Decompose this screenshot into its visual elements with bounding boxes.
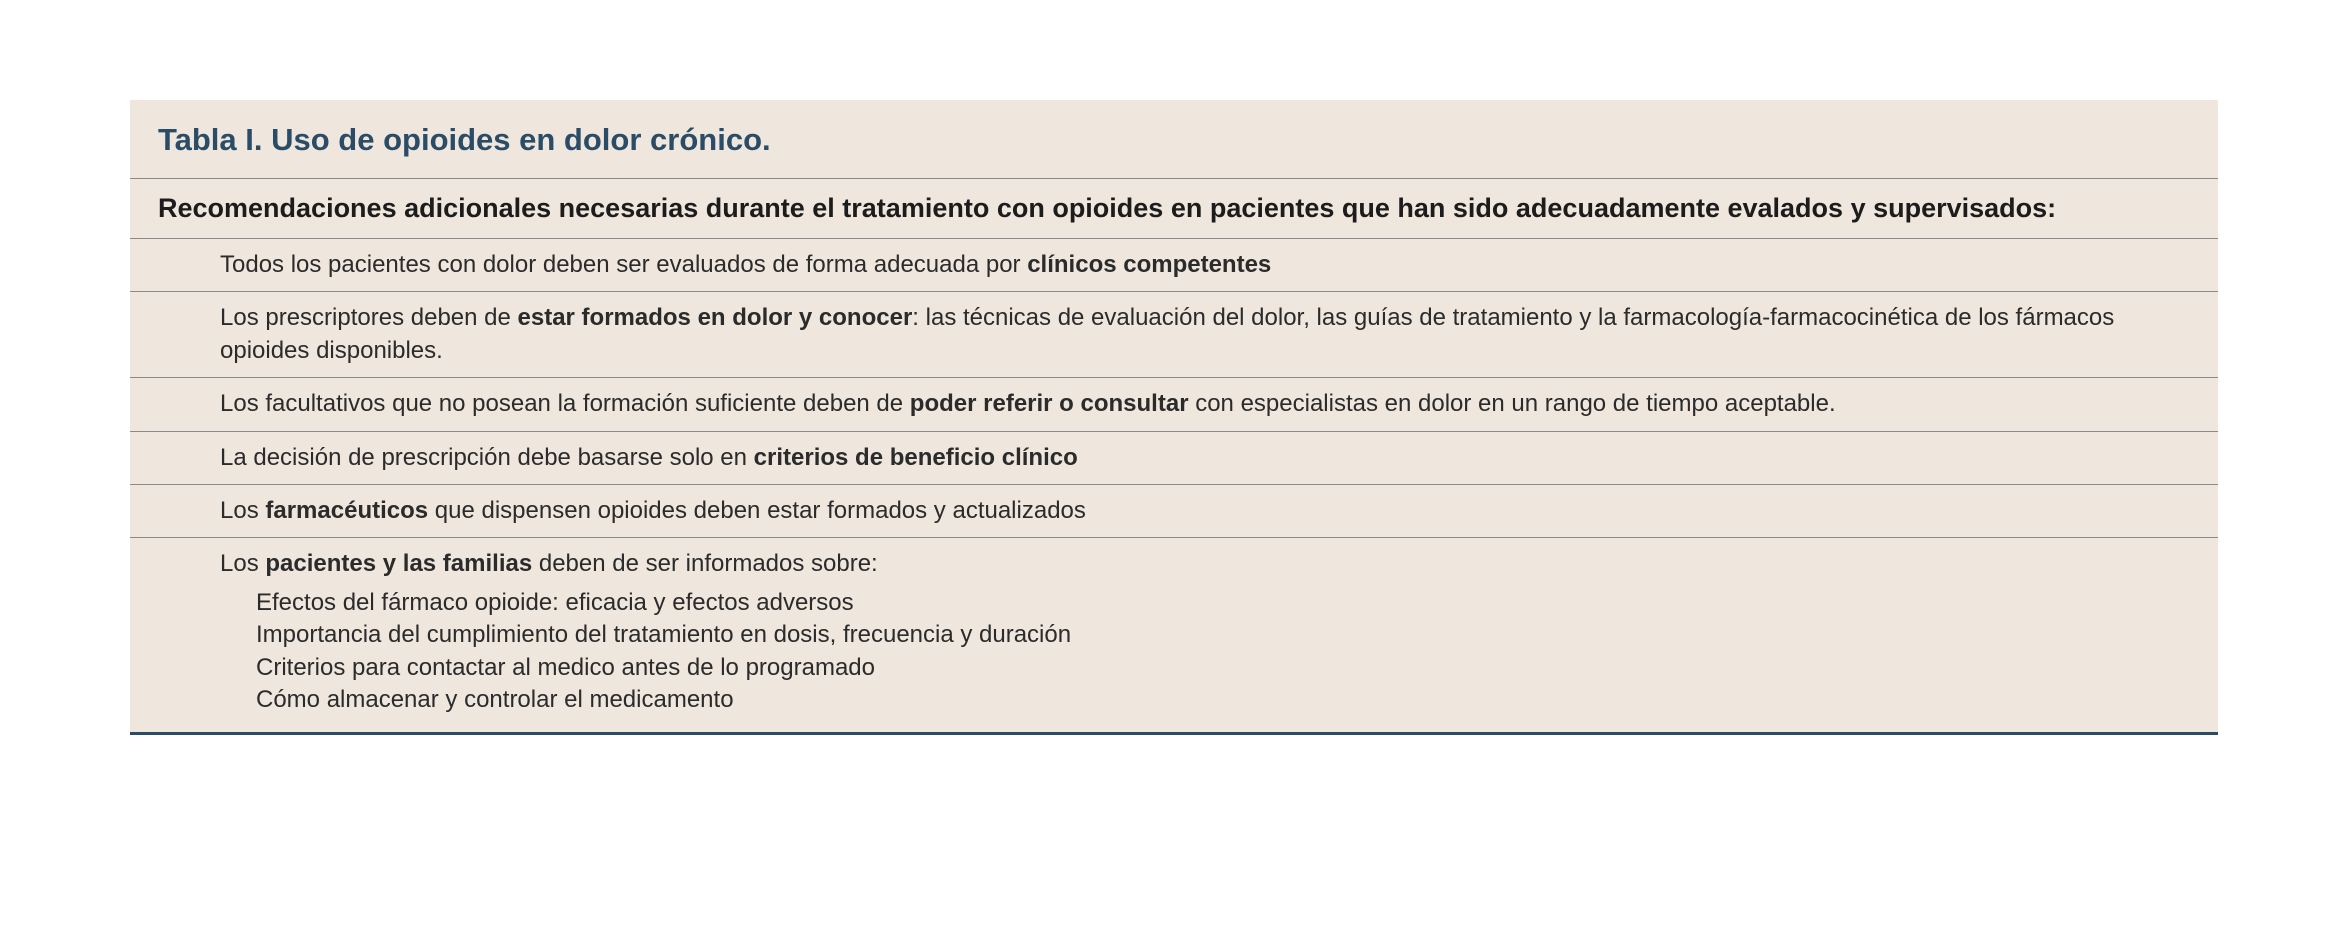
row-text: Los prescriptores deben de estar formado… — [220, 302, 2190, 367]
table-row: Todos los pacientes con dolor deben ser … — [130, 239, 2218, 292]
table-row: La decisión de prescripción debe basarse… — [130, 432, 2218, 485]
plain-text: Los — [220, 550, 265, 577]
table-row: Los facultativos que no posean la formac… — [130, 378, 2218, 431]
bold-text: estar formados en dolor y conocer — [518, 304, 913, 331]
table-row: Los farmacéuticos que dispensen opioides… — [130, 485, 2218, 538]
sub-item: Cómo almacenar y controlar el medicament… — [256, 684, 2190, 716]
plain-text: Todos los pacientes con dolor deben ser … — [220, 251, 1027, 278]
table-header-text: Recomendaciones adicionales necesarias d… — [158, 193, 2056, 223]
sub-item: Criterios para contactar al medico antes… — [256, 652, 2190, 684]
table-row: Los pacientes y las familias deben de se… — [130, 538, 2218, 732]
table-row: Los prescriptores deben de estar formado… — [130, 292, 2218, 378]
table-header-row: Recomendaciones adicionales necesarias d… — [130, 179, 2218, 239]
table-title-row: Tabla I. Uso de opioides en dolor crónic… — [130, 100, 2218, 179]
bold-text: pacientes y las familias — [265, 550, 532, 577]
bold-text: poder referir o consultar — [910, 390, 1189, 417]
page: Tabla I. Uso de opioides en dolor crónic… — [0, 0, 2348, 941]
bold-text: clínicos competentes — [1027, 251, 1271, 278]
sub-item: Efectos del fármaco opioide: eficacia y … — [256, 587, 2190, 619]
plain-text: deben de ser informados sobre: — [532, 550, 878, 577]
recommendations-table: Tabla I. Uso de opioides en dolor crónic… — [130, 100, 2218, 735]
sub-item: Importancia del cumplimiento del tratami… — [256, 619, 2190, 651]
plain-text: con especialistas en dolor en un rango d… — [1189, 390, 1836, 417]
plain-text: Los facultativos que no posean la formac… — [220, 390, 910, 417]
table-title: Tabla I. Uso de opioides en dolor crónic… — [158, 122, 771, 157]
row-text: Los facultativos que no posean la formac… — [220, 388, 2190, 420]
row-text: La decisión de prescripción debe basarse… — [220, 442, 2190, 474]
plain-text: La decisión de prescripción debe basarse… — [220, 444, 754, 471]
sub-list: Efectos del fármaco opioide: eficacia y … — [220, 581, 2190, 717]
table-rows-container: Todos los pacientes con dolor deben ser … — [130, 239, 2218, 732]
row-text: Los pacientes y las familias deben de se… — [220, 548, 2190, 580]
plain-text: Los prescriptores deben de — [220, 304, 518, 331]
plain-text: Los — [220, 497, 265, 524]
plain-text: que dispensen opioides deben estar forma… — [428, 497, 1086, 524]
row-text: Los farmacéuticos que dispensen opioides… — [220, 495, 2190, 527]
bold-text: farmacéuticos — [265, 497, 428, 524]
row-text: Todos los pacientes con dolor deben ser … — [220, 249, 2190, 281]
bold-text: criterios de beneficio clínico — [754, 444, 1078, 471]
